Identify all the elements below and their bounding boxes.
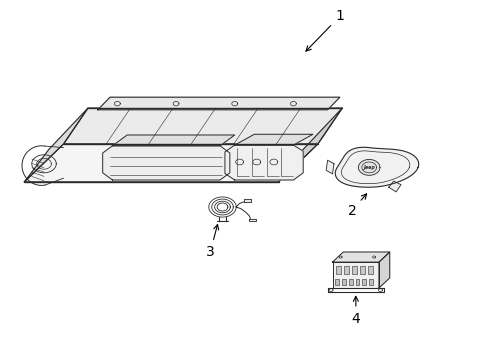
Polygon shape bbox=[358, 159, 379, 175]
Text: 2: 2 bbox=[347, 194, 366, 217]
Polygon shape bbox=[335, 147, 418, 187]
Polygon shape bbox=[234, 134, 312, 145]
Polygon shape bbox=[102, 146, 229, 180]
Polygon shape bbox=[388, 181, 400, 192]
Bar bbox=[348, 279, 352, 285]
Polygon shape bbox=[249, 219, 255, 221]
Bar bbox=[368, 279, 372, 285]
Text: 4: 4 bbox=[351, 296, 360, 325]
Polygon shape bbox=[112, 135, 234, 146]
Polygon shape bbox=[244, 199, 250, 202]
Bar bbox=[367, 266, 372, 274]
Bar bbox=[341, 279, 345, 285]
Bar bbox=[351, 266, 356, 274]
Bar bbox=[362, 279, 366, 285]
Polygon shape bbox=[98, 97, 339, 110]
Bar bbox=[336, 266, 341, 274]
Polygon shape bbox=[278, 108, 342, 182]
Polygon shape bbox=[24, 108, 88, 182]
Polygon shape bbox=[24, 144, 317, 182]
Text: 3: 3 bbox=[205, 225, 218, 259]
Bar bbox=[334, 279, 338, 285]
Bar bbox=[344, 266, 348, 274]
Polygon shape bbox=[224, 145, 303, 180]
Polygon shape bbox=[378, 252, 389, 288]
Bar bbox=[359, 266, 364, 274]
Text: 1: 1 bbox=[305, 9, 344, 51]
Polygon shape bbox=[332, 252, 389, 262]
Bar bbox=[355, 279, 359, 285]
Polygon shape bbox=[325, 160, 333, 174]
Polygon shape bbox=[63, 108, 342, 144]
Polygon shape bbox=[332, 262, 378, 288]
Text: Jeep: Jeep bbox=[363, 165, 375, 170]
